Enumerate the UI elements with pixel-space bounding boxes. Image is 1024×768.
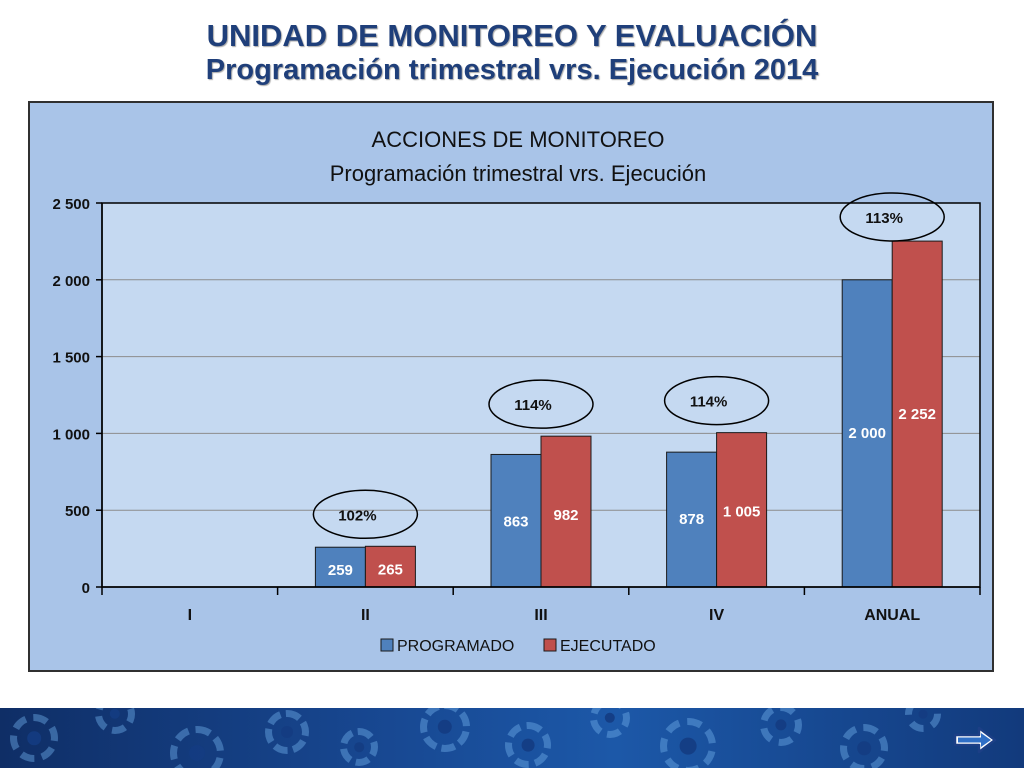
data-label: 1 005 <box>723 504 761 521</box>
x-tick-label: I <box>188 607 192 624</box>
bar-programado-iv <box>666 451 718 588</box>
x-tick-label: II <box>361 607 370 624</box>
bar-ejecutado-anual <box>891 240 943 588</box>
gear-decoration <box>905 708 941 732</box>
data-label: 863 <box>503 513 528 530</box>
data-label: 265 <box>378 561 403 578</box>
gear-decoration <box>590 708 630 738</box>
gear-decoration <box>95 708 135 734</box>
bar-ejecutado-iv <box>716 432 768 588</box>
y-tick-label: 2 000 <box>52 273 90 290</box>
percent-ellipse <box>312 489 419 540</box>
data-label: 982 <box>553 507 578 524</box>
slide-subtitle: Programación trimestral vrs. Ejecución 2… <box>205 54 819 86</box>
data-label: 259 <box>328 562 353 579</box>
percent-label: 102% <box>338 507 376 524</box>
gear-decoration <box>340 728 378 766</box>
data-label: 2 252 <box>898 406 936 423</box>
percent-ellipse <box>839 192 945 242</box>
chart-title: ACCIONES DE MONITOREO <box>372 127 665 152</box>
legend-label: EJECUTADO <box>560 638 656 655</box>
y-tick-label: 1 000 <box>52 426 90 443</box>
percent-label: 114% <box>514 397 552 414</box>
x-tick-label: III <box>534 607 547 624</box>
percent-label: 113% <box>865 210 903 227</box>
x-tick-label: ANUAL <box>864 607 920 624</box>
y-tick-label: 500 <box>65 503 90 520</box>
gear-decoration <box>660 718 716 768</box>
gear-decoration <box>10 714 58 762</box>
y-tick-label: 0 <box>82 580 90 597</box>
y-tick-label: 2 500 <box>52 196 90 213</box>
percent-ellipse <box>663 375 770 426</box>
chart-subtitle: Programación trimestral vrs. Ejecución <box>330 161 707 186</box>
percent-label: 114% <box>690 394 728 411</box>
data-label: 878 <box>679 511 704 528</box>
gear-decoration <box>420 708 470 752</box>
footer-band <box>0 708 1024 768</box>
plot-border <box>101 202 981 588</box>
gear-decoration <box>760 708 802 746</box>
gear-decoration <box>265 710 309 754</box>
data-label: 2 000 <box>848 425 886 442</box>
gear-decoration <box>505 722 551 768</box>
legend-label: PROGRAMADO <box>397 638 514 655</box>
slide-title: UNIDAD DE MONITOREO Y EVALUACIÓN <box>206 18 818 53</box>
percent-ellipse <box>488 379 594 429</box>
x-tick-label: IV <box>709 607 724 624</box>
bar-ejecutado-ii <box>364 545 416 588</box>
gear-decoration <box>840 724 888 768</box>
right-arrow-icon <box>953 726 997 754</box>
gear-decoration <box>170 726 224 768</box>
bar-chart: ACCIONES DE MONITOREO Programación trimes… <box>52 127 981 655</box>
legend-swatch-ejecutado <box>543 638 557 652</box>
legend-swatch-programado <box>380 638 394 652</box>
y-tick-label: 1 500 <box>52 350 90 367</box>
next-slide-button[interactable] <box>952 726 998 754</box>
bar-ejecutado-iii <box>540 435 592 588</box>
chart-frame: ACCIONES DE MONITOREO Programación trimes… <box>28 101 994 672</box>
